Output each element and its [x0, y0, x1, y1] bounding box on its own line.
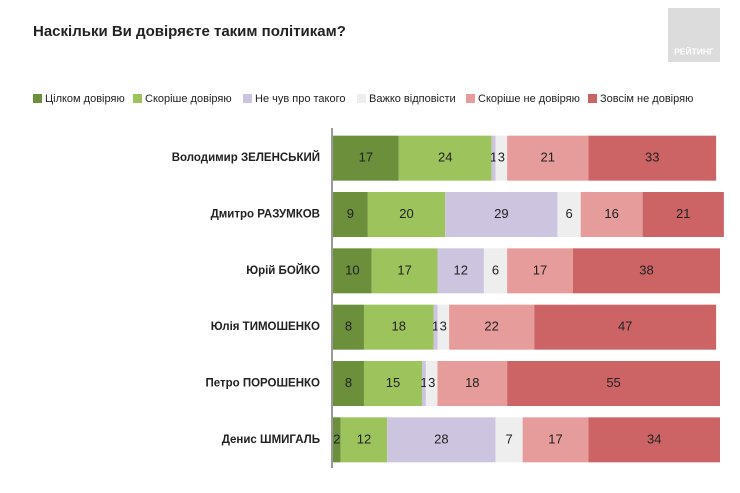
value-label: 21 [541, 150, 555, 165]
category-label: Денис ШМИГАЛЬ [222, 434, 320, 446]
value-label: 3 [428, 375, 435, 390]
value-label: 33 [645, 150, 659, 165]
value-label: 12 [453, 262, 467, 277]
bar-segment [333, 361, 364, 406]
bar-segment [483, 248, 508, 294]
bar-segment [588, 135, 717, 181]
bar-segment [534, 304, 717, 350]
bar-segment [371, 248, 438, 294]
bar-segment [333, 417, 341, 463]
category-label: Петро ПОРОШЕНКО [205, 378, 320, 390]
bar-segment [507, 361, 720, 406]
value-label: 17 [397, 262, 411, 277]
value-label: 16 [604, 206, 618, 221]
bar-segment [642, 192, 724, 237]
value-label: 12 [357, 431, 371, 446]
value-label: 24 [438, 150, 452, 165]
bar-segment [333, 304, 364, 350]
value-label: 6 [565, 206, 572, 221]
bar-segment [580, 192, 643, 237]
legend-label: Цілком довіряю [45, 93, 125, 105]
value-label: 28 [434, 431, 448, 446]
legend-label: Скоріше довіряю [145, 93, 232, 105]
bar-segment [387, 417, 496, 463]
legend-swatch [133, 94, 142, 103]
category-label: Володимир ЗЕЛЕНСЬКИЙ [172, 151, 320, 164]
bar-segment [495, 135, 508, 181]
bar-segment [437, 304, 450, 350]
legend-label: Не чув про такого [255, 93, 345, 105]
bar-segment [437, 361, 508, 406]
value-label: 10 [345, 262, 359, 277]
value-label: 18 [465, 375, 479, 390]
bar-segment [363, 361, 423, 406]
value-label: 6 [492, 262, 499, 277]
bar-segment [422, 361, 426, 406]
value-label: 17 [548, 431, 562, 446]
value-label: 3 [498, 150, 505, 165]
legend-swatch [588, 94, 597, 103]
value-label: 1 [420, 375, 427, 390]
bar-segment [445, 192, 558, 237]
value-label: 15 [386, 375, 400, 390]
bar-segment [333, 135, 399, 181]
bar-segment [333, 248, 372, 294]
bar-segment [398, 135, 492, 181]
legend-swatch [243, 94, 252, 103]
value-label: 47 [618, 319, 632, 334]
bar-segment [507, 135, 589, 181]
bar-segment [425, 361, 438, 406]
bar-segment [433, 304, 438, 350]
bar-segment [363, 304, 434, 350]
bar-segment [495, 417, 523, 463]
bar-segment [491, 135, 496, 181]
bar-segment [522, 417, 589, 463]
category-label: Юрій БОЙКО [246, 264, 320, 277]
value-label: 1 [432, 319, 439, 334]
bar-segment [572, 248, 720, 294]
legend-label: Важко відповісти [369, 93, 456, 105]
value-label: 22 [484, 319, 498, 334]
bar-segment [367, 192, 446, 237]
value-label: 8 [345, 319, 352, 334]
bar-segment [588, 417, 720, 463]
chart-title: Наскільки Ви довіряєте таким політикам? [33, 23, 346, 40]
value-label: 38 [639, 262, 653, 277]
value-label: 2 [333, 431, 340, 446]
value-label: 9 [347, 206, 354, 221]
bar-segment [340, 417, 388, 463]
value-label: 17 [533, 262, 547, 277]
value-label: 17 [359, 150, 373, 165]
legend-label: Зовсім не довіряю [600, 93, 693, 105]
value-label: 1 [490, 150, 497, 165]
category-label: Юлія ТИМОШЕНКО [211, 321, 320, 333]
category-label: Дмитро РАЗУМКОВ [211, 209, 320, 221]
legend-swatch [357, 94, 366, 103]
logo: РЕЙТИНГ [674, 45, 714, 56]
legend-swatch [33, 94, 42, 103]
value-label: 20 [399, 206, 413, 221]
logo-box [668, 8, 720, 62]
legend-swatch [466, 94, 475, 103]
value-label: 7 [505, 431, 512, 446]
value-label: 3 [440, 319, 447, 334]
bar-segment [333, 192, 368, 237]
bar-segment [449, 304, 535, 350]
value-label: 29 [494, 206, 508, 221]
legend-label: Скоріше не довіряю [478, 93, 580, 105]
value-label: 55 [606, 375, 620, 390]
value-label: 8 [345, 375, 352, 390]
bar-segment [437, 248, 484, 294]
bar-segment [507, 248, 573, 294]
value-label: 34 [647, 431, 661, 446]
value-label: 21 [676, 206, 690, 221]
bar-segment [557, 192, 581, 237]
value-label: 18 [392, 319, 406, 334]
